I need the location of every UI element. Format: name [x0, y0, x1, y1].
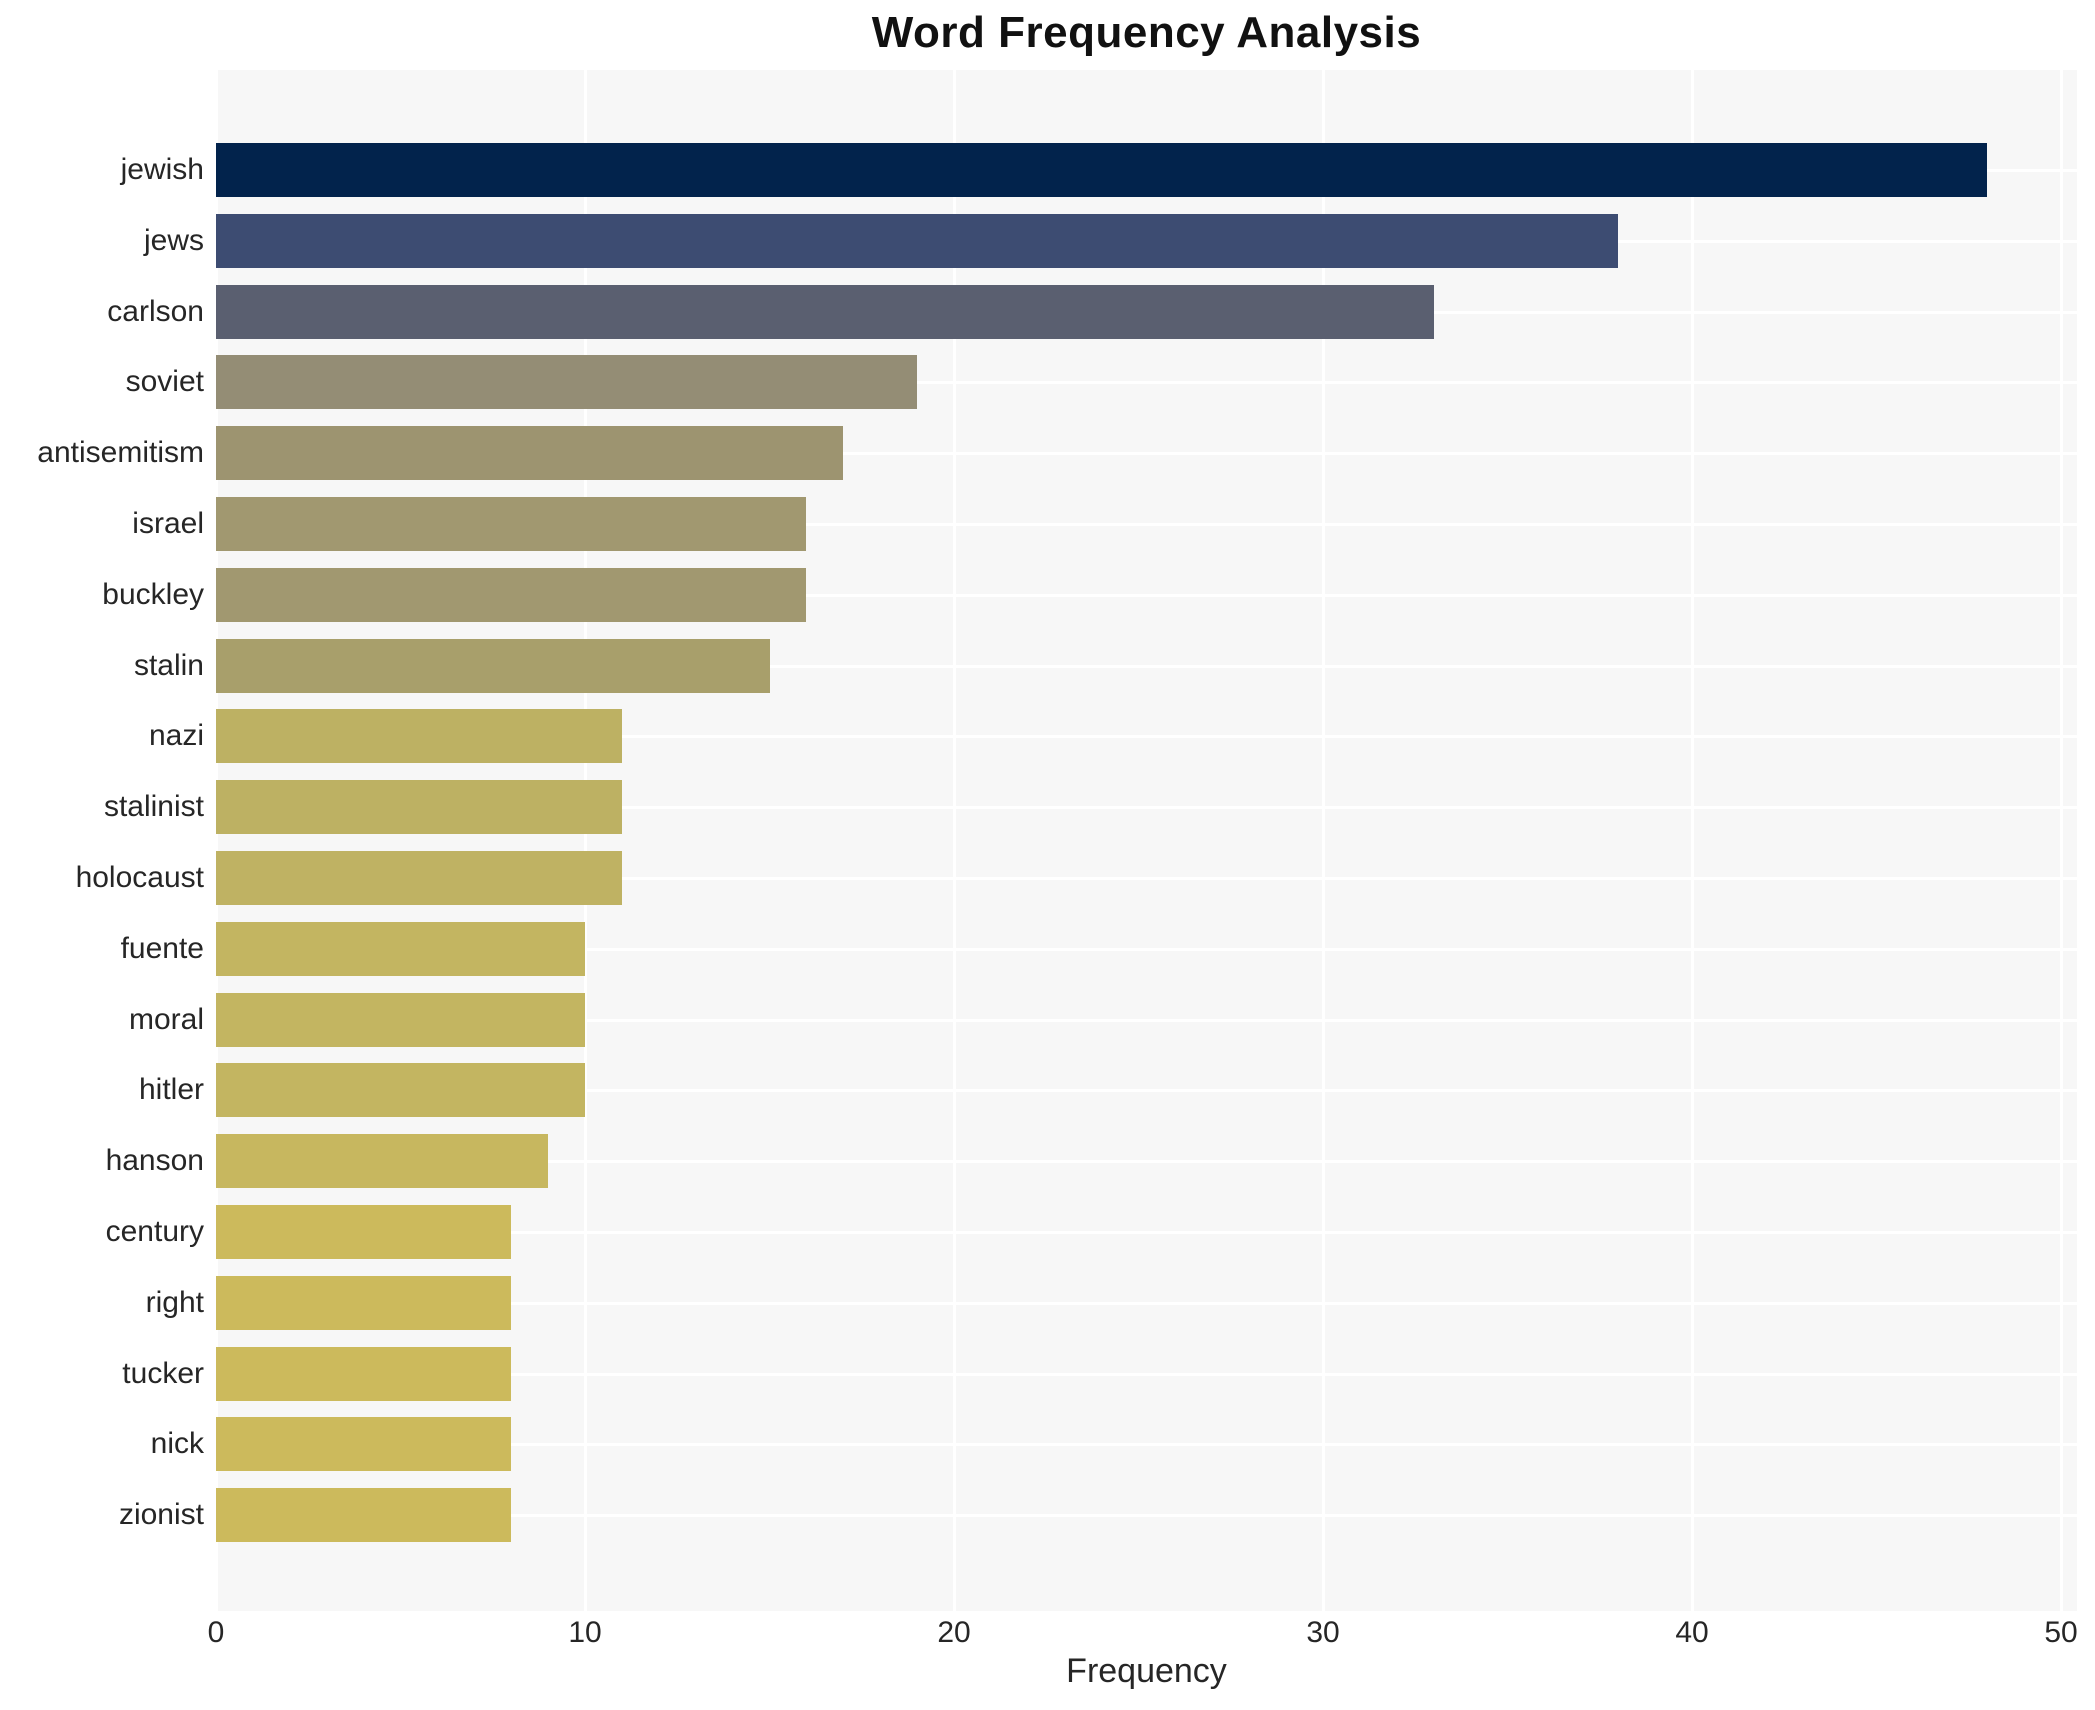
x-tick-label-20: 20 — [937, 1616, 971, 1649]
horizontal-gridline — [216, 1160, 2077, 1164]
horizontal-gridline — [216, 593, 2077, 597]
bar-nick — [216, 1417, 512, 1472]
vertical-gridline — [953, 70, 956, 1611]
x-tick-label-50: 50 — [2044, 1616, 2078, 1649]
y-tick-label-moral: moral — [128, 1002, 204, 1036]
y-tick-label-carlson: carlson — [107, 294, 204, 328]
bar-israel — [216, 497, 807, 551]
x-tick-label-0: 0 — [207, 1616, 225, 1649]
horizontal-gridline — [216, 381, 2077, 385]
y-tick-label-tucker: tucker — [122, 1356, 204, 1390]
horizontal-gridline — [216, 1018, 2077, 1022]
vertical-gridline — [1322, 70, 1325, 1611]
x-tick-label-10: 10 — [568, 1616, 602, 1649]
horizontal-gridline — [216, 947, 2077, 951]
bar-right — [216, 1275, 512, 1330]
y-tick-label-zionist: zionist — [118, 1498, 204, 1532]
horizontal-gridline — [216, 806, 2077, 810]
x-axis-label: Frequency — [1066, 1652, 1227, 1690]
y-tick-label-antisemitism: antisemitism — [37, 436, 204, 470]
vertical-gridline — [1691, 70, 1694, 1611]
bar-carlson — [216, 284, 1434, 339]
chart-title: Word Frequency Analysis — [871, 8, 1422, 57]
bar-hitler — [216, 1063, 585, 1118]
y-tick-label-buckley: buckley — [102, 577, 204, 611]
plot-area — [215, 70, 2077, 1611]
bar-moral — [216, 992, 585, 1047]
y-tick-label-jewish: jewish — [120, 153, 204, 186]
horizontal-gridline — [216, 1089, 2077, 1093]
horizontal-gridline — [216, 664, 2077, 668]
bar-century — [216, 1205, 512, 1259]
bar-stalin — [216, 638, 770, 693]
horizontal-gridline — [216, 1443, 2077, 1447]
y-tick-label-stalinist: stalinist — [103, 790, 204, 824]
horizontal-gridline — [216, 452, 2077, 456]
y-tick-label-right: right — [145, 1285, 204, 1319]
y-tick-label-hitler: hitler — [138, 1073, 204, 1107]
bar-stalinist — [216, 780, 622, 835]
y-tick-label-fuente: fuente — [120, 931, 204, 965]
bar-hanson — [216, 1134, 549, 1189]
y-tick-label-nazi: nazi — [148, 719, 204, 753]
bar-buckley — [216, 567, 807, 622]
x-tick-label-30: 30 — [1306, 1616, 1340, 1649]
bar-jewish — [216, 143, 1988, 197]
y-tick-label-nick: nick — [150, 1427, 204, 1461]
bar-zionist — [216, 1488, 512, 1543]
vertical-gridline — [2060, 70, 2063, 1611]
horizontal-gridline — [216, 523, 2077, 526]
bar-jews — [216, 213, 1619, 268]
y-tick-label-israel: israel — [132, 507, 204, 540]
y-tick-label-holocaust: holocaust — [75, 861, 204, 894]
bar-fuente — [216, 921, 585, 976]
y-tick-label-soviet: soviet — [125, 365, 204, 399]
horizontal-gridline — [216, 1514, 2077, 1518]
bar-antisemitism — [216, 426, 844, 481]
y-tick-label-stalin: stalin — [133, 648, 204, 682]
horizontal-gridline — [216, 1372, 2077, 1376]
x-tick-label-40: 40 — [1675, 1616, 1709, 1649]
y-tick-label-jews: jews — [143, 223, 204, 257]
bar-holocaust — [216, 851, 622, 905]
horizontal-gridline — [216, 877, 2077, 880]
bar-tucker — [216, 1346, 512, 1401]
vertical-gridline — [584, 70, 587, 1611]
horizontal-gridline — [216, 1231, 2077, 1234]
horizontal-gridline — [216, 1301, 2077, 1305]
y-tick-label-century: century — [105, 1215, 204, 1248]
y-tick-label-hanson: hanson — [105, 1144, 204, 1178]
horizontal-gridline — [216, 735, 2077, 739]
bar-nazi — [216, 709, 622, 764]
vertical-gridline — [215, 70, 218, 1611]
bar-soviet — [216, 355, 918, 410]
